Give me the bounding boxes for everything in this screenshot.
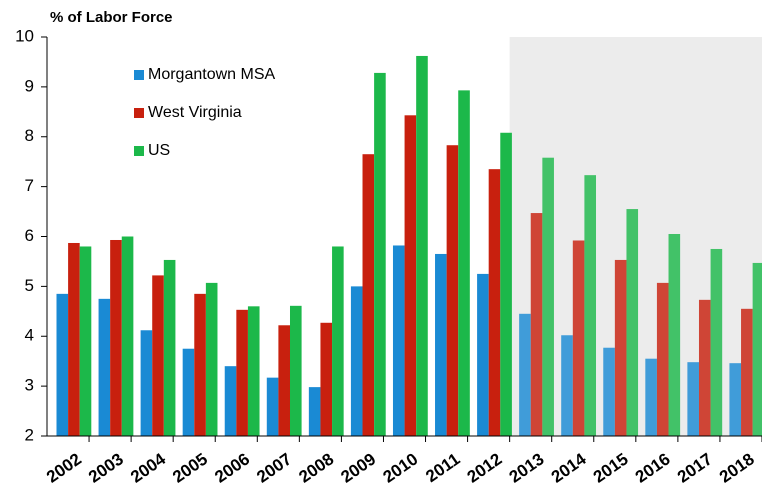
bar <box>741 308 753 436</box>
bar <box>729 363 742 436</box>
x-tick-label: 2011 <box>422 449 463 486</box>
bar <box>519 313 531 436</box>
bar <box>79 246 92 436</box>
x-tick-label: 2004 <box>127 449 169 487</box>
bar <box>645 358 657 436</box>
bar <box>236 309 248 436</box>
bar <box>477 273 489 436</box>
bar <box>626 209 639 436</box>
bar <box>542 157 554 436</box>
x-tick-label: 2017 <box>674 449 716 486</box>
x-tick-label: 2005 <box>169 449 211 486</box>
x-tick-label: 2015 <box>590 449 632 486</box>
bar <box>350 286 363 436</box>
bar <box>500 132 512 436</box>
bar <box>561 335 573 436</box>
bar <box>446 145 459 436</box>
bar <box>110 239 122 436</box>
bar <box>224 366 237 436</box>
bar <box>584 175 597 436</box>
bar <box>530 213 543 436</box>
y-tick-label: 2 <box>25 425 34 444</box>
y-axis-label: % of Labor Force <box>50 9 173 26</box>
x-tick-label: 2013 <box>506 449 548 486</box>
bar <box>332 246 344 436</box>
bar <box>68 242 80 436</box>
x-tick-label: 2008 <box>295 449 337 486</box>
x-tick-label: 2010 <box>379 449 421 486</box>
y-tick-label: 7 <box>25 176 34 195</box>
x-tick-label: 2012 <box>464 449 506 486</box>
bar <box>152 275 164 436</box>
x-tick-label: 2014 <box>548 449 590 487</box>
bar <box>752 262 762 436</box>
legend-label: Morgantown MSA <box>148 66 275 83</box>
legend-swatch <box>134 70 144 80</box>
legend-label: US <box>148 142 170 159</box>
bar <box>247 306 260 436</box>
bar <box>404 115 417 437</box>
legend-swatch <box>134 108 144 118</box>
bar <box>194 293 206 436</box>
bar <box>362 154 375 437</box>
bar <box>182 348 195 436</box>
bar <box>656 282 669 436</box>
bar <box>278 325 290 436</box>
y-tick-label: 5 <box>25 276 34 295</box>
y-tick-label: 9 <box>25 76 34 95</box>
y-tick-label: 10 <box>15 26 34 45</box>
bar <box>687 362 699 436</box>
bar <box>603 347 615 436</box>
x-tick-label: 2018 <box>716 449 758 486</box>
bar <box>710 248 723 436</box>
bar <box>435 253 447 436</box>
bar <box>308 387 321 436</box>
bar <box>458 90 470 437</box>
x-tick-label: 2003 <box>85 449 127 486</box>
bar <box>698 299 711 436</box>
bar <box>572 240 585 436</box>
legend-swatch <box>134 146 144 156</box>
x-tick-label: 2009 <box>337 449 379 486</box>
bar <box>98 298 111 436</box>
x-tick-label: 2006 <box>211 449 253 486</box>
bar <box>614 259 627 436</box>
bar <box>205 282 218 436</box>
bar <box>488 169 501 436</box>
x-tick-label: 2016 <box>632 449 674 486</box>
bar <box>289 305 302 436</box>
bar <box>374 72 386 436</box>
bar <box>121 236 134 436</box>
bar <box>266 377 279 436</box>
x-tick-label: 2007 <box>253 449 295 486</box>
bar <box>320 322 333 436</box>
bar <box>163 259 176 436</box>
x-tick-label: 2002 <box>43 449 85 486</box>
bar <box>392 245 405 436</box>
bar <box>140 330 153 436</box>
y-tick-label: 8 <box>25 126 34 145</box>
y-tick-label: 3 <box>25 376 34 395</box>
y-tick-label: 6 <box>25 226 34 245</box>
bar <box>56 293 69 436</box>
bar <box>416 55 428 436</box>
legend-label: West Virginia <box>148 104 242 121</box>
y-tick-label: 4 <box>25 326 34 345</box>
bar <box>668 234 681 436</box>
